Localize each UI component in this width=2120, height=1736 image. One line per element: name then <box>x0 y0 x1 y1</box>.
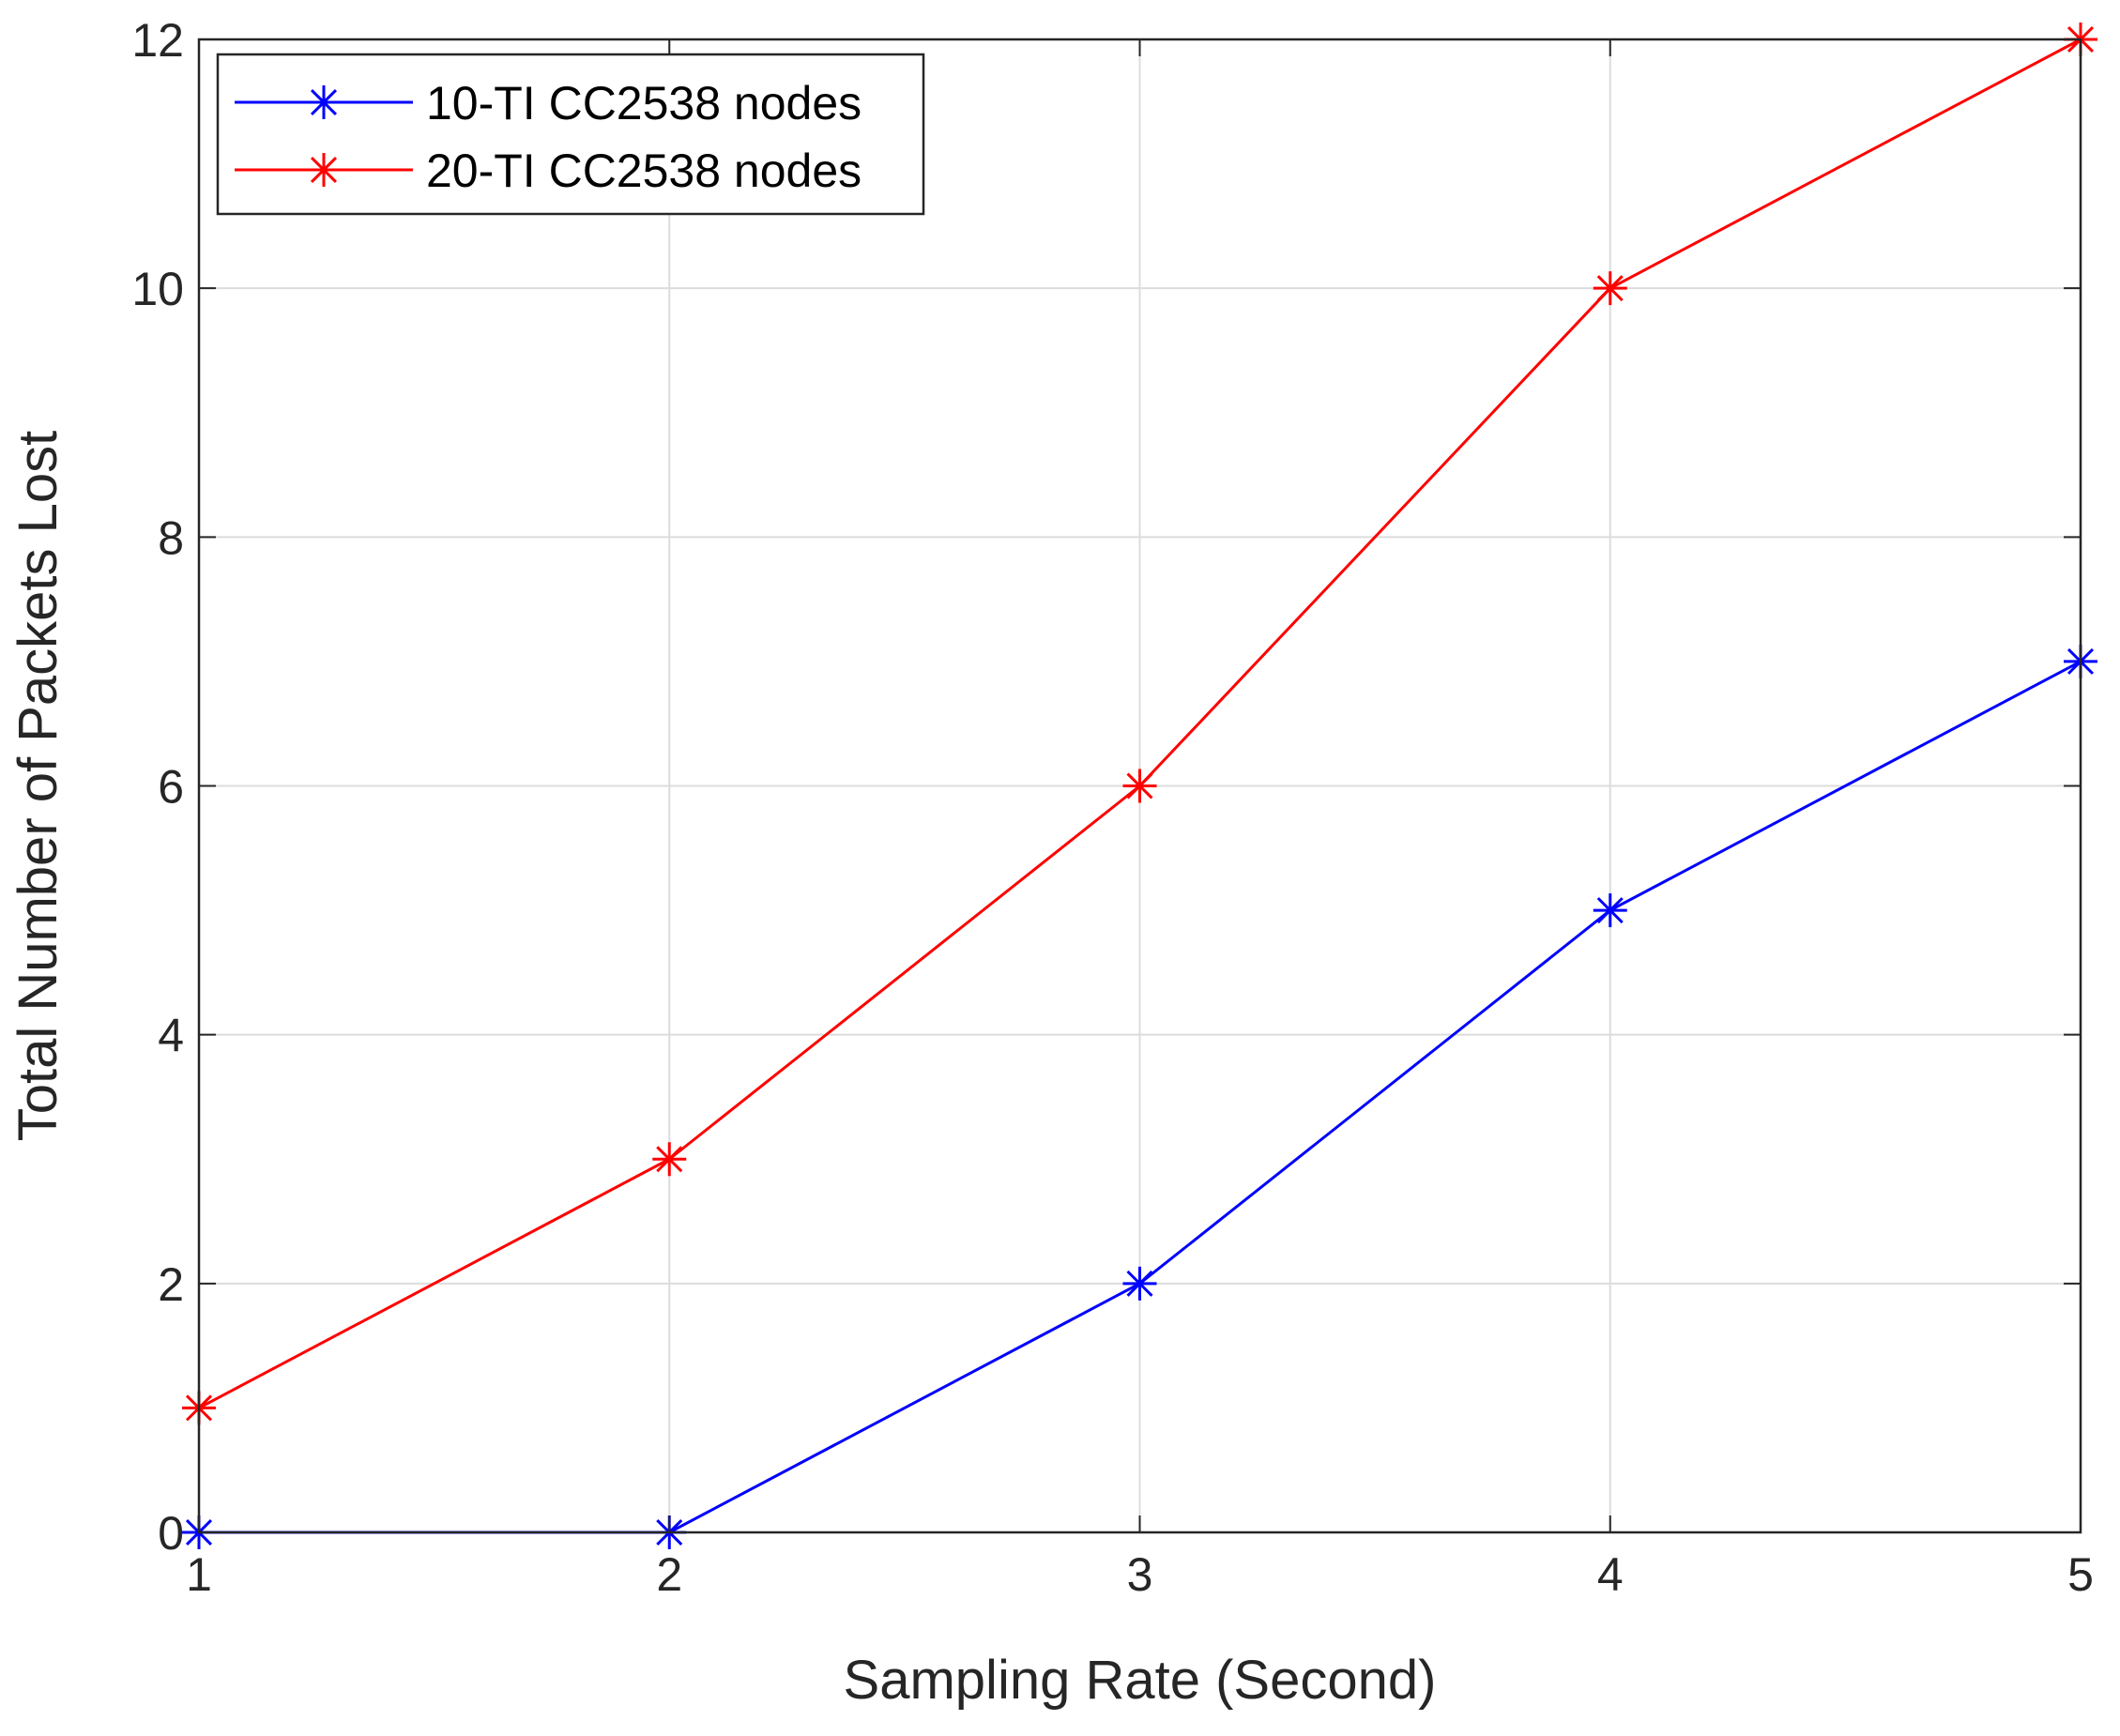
x-tick-label: 2 <box>656 1548 682 1601</box>
y-tick-label: 4 <box>158 1010 184 1062</box>
legend-marker-2 <box>307 153 341 187</box>
series-1-point <box>1593 893 1627 928</box>
series-1-point <box>1122 1266 1157 1301</box>
x-tick-label: 4 <box>1597 1548 1624 1601</box>
series-2-point <box>1122 769 1157 803</box>
legend-label-2: 20-TI CC2538 nodes <box>426 145 862 197</box>
y-axis-label: Total Number of Packets Lost <box>8 431 69 1142</box>
series-2-point <box>652 1142 687 1177</box>
x-tick-label: 5 <box>2067 1548 2094 1601</box>
legend-marker-1 <box>307 85 341 119</box>
y-tick-label: 2 <box>158 1258 184 1311</box>
y-tick-label: 6 <box>158 761 184 814</box>
legend-box <box>216 53 925 216</box>
series-2-point <box>1593 271 1627 306</box>
y-tick-label: 12 <box>131 14 184 67</box>
y-tick-label: 0 <box>158 1507 184 1560</box>
x-tick-label: 3 <box>1127 1548 1153 1601</box>
y-tick-label: 10 <box>131 263 184 315</box>
x-axis-label: Sampling Rate (Second) <box>844 1650 1437 1711</box>
y-tick-label: 8 <box>158 511 184 564</box>
x-tick-label: 1 <box>186 1548 212 1601</box>
legend-label-1: 10-TI CC2538 nodes <box>426 77 862 129</box>
legend: 10-TI CC2538 nodes 20-TI CC2538 nodes <box>216 53 925 216</box>
